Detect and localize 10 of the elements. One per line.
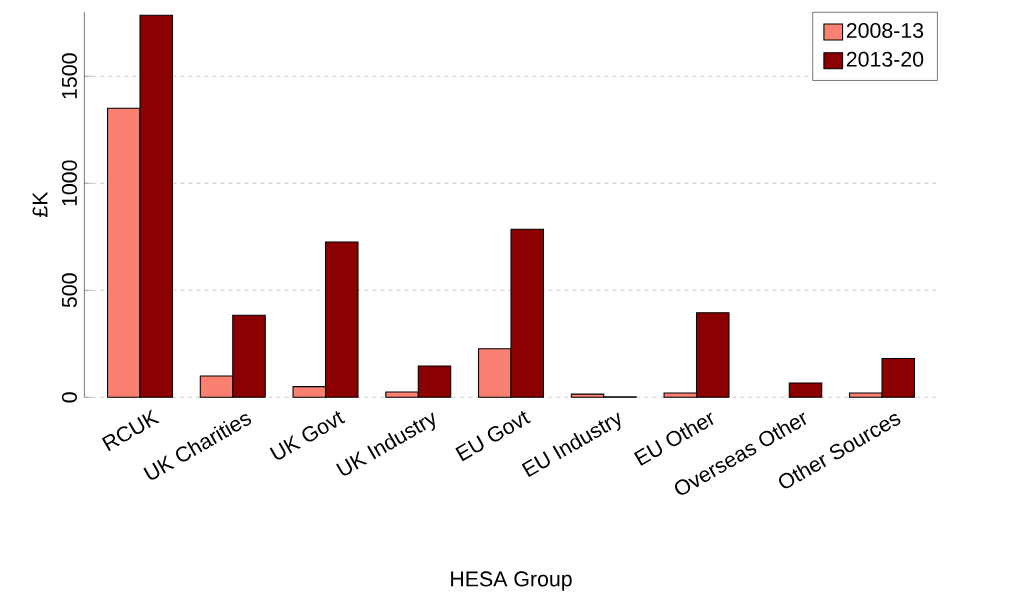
legend-label: 2008-13 xyxy=(846,22,924,39)
y-tick-label: 1500 xyxy=(61,53,77,99)
legend-label: 2013-20 xyxy=(846,51,924,67)
y-tick-label: 500 xyxy=(61,273,77,308)
x-tick-label: UK Govt xyxy=(269,411,346,460)
y-tick-label: 1000 xyxy=(61,160,77,206)
bar xyxy=(788,382,823,398)
y-tick-label: 0 xyxy=(61,392,77,403)
y-axis-title: £K xyxy=(32,191,48,218)
x-axis-title: HESA Group xyxy=(451,571,572,591)
